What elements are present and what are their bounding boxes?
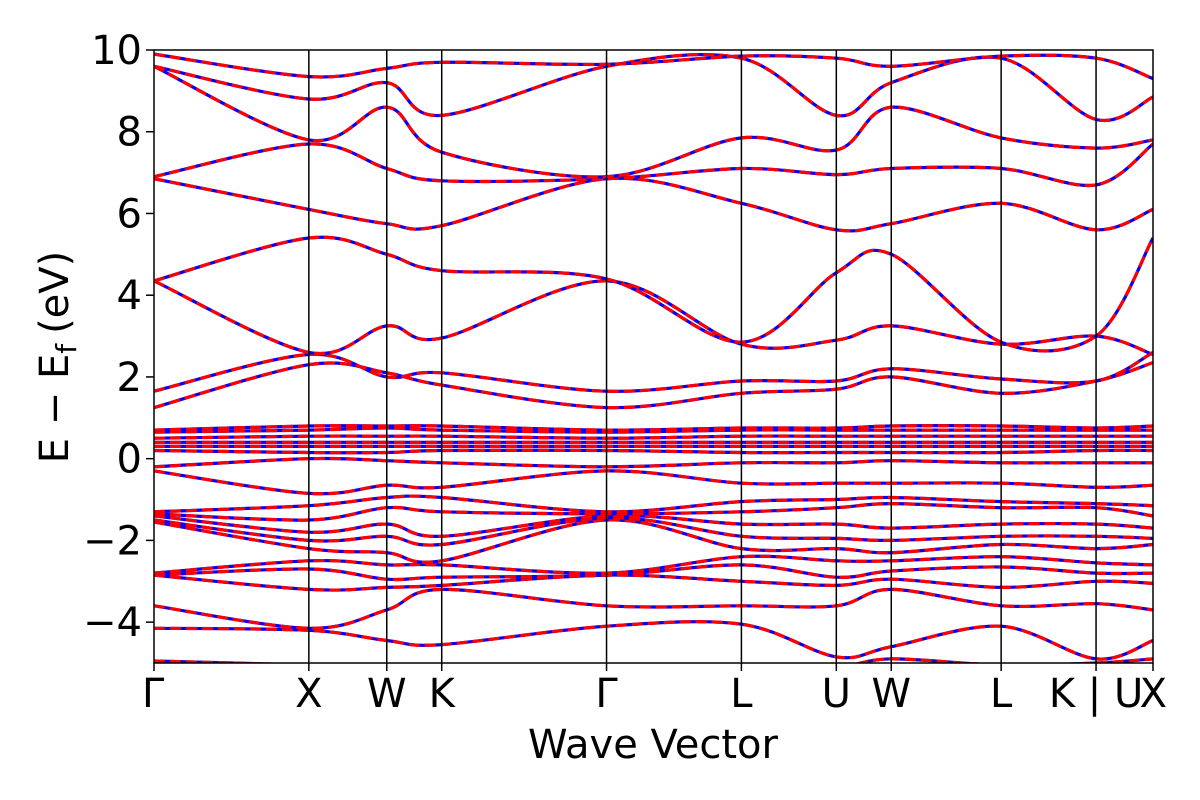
band-line-red [154, 64, 1153, 179]
x-tick-label: L [730, 671, 753, 717]
x-tick-label: K [429, 671, 457, 717]
x-tick-label: W [871, 671, 911, 717]
x-tick-label: U [822, 671, 851, 717]
x-tick-label: Γ [595, 671, 618, 717]
y-tick-label: 0 [117, 437, 142, 483]
x-tick-label: K | U [1049, 671, 1143, 717]
band-line-red [154, 434, 1153, 440]
y-axis-title-unit: (eV) [32, 251, 78, 334]
band-line-red [154, 620, 1153, 661]
band-line-red [154, 52, 1153, 123]
band-line-red [154, 516, 1153, 547]
y-tick-label: 10 [91, 28, 142, 74]
y-tick-label: 6 [117, 191, 142, 237]
band-line-red [154, 469, 1153, 496]
band-line-red [154, 587, 1153, 630]
band-line-red [154, 361, 1153, 410]
band-line-red [154, 513, 1153, 538]
y-tick-label: −4 [83, 600, 142, 646]
x-tick-label: Γ [142, 671, 165, 717]
band-line-red [154, 142, 1153, 188]
band-line-red [154, 573, 1153, 592]
x-tick-label: L [990, 671, 1013, 717]
plot-frame [153, 49, 1154, 664]
x-tick-label: X [295, 671, 322, 717]
band-line-red [154, 502, 1153, 522]
y-tick-label: −2 [83, 518, 142, 564]
y-axis-title-main: E − E [32, 354, 78, 464]
band-line-red [154, 448, 1153, 455]
x-tick-label: W [367, 671, 407, 717]
y-axis: 10 8 6 4 2 0 −2 −4 [83, 28, 154, 646]
band-line-red [154, 518, 1153, 564]
band-line-red [154, 494, 1153, 514]
y-tick-label: 8 [117, 110, 142, 156]
y-axis-title-subscript: f [50, 343, 83, 354]
band-line-red [154, 176, 1153, 233]
band-line-red [154, 563, 1153, 582]
band-line-red [154, 426, 1153, 434]
kpoint-lines [308, 50, 1097, 663]
band-line-red [154, 554, 1153, 575]
band-line-red [154, 424, 1153, 432]
x-tick-label: X [1140, 671, 1167, 717]
y-axis-title: E − Ef (eV) [32, 251, 83, 464]
y-tick-label: 2 [117, 355, 142, 401]
y-tick-label: 4 [117, 273, 142, 319]
band-line-red [154, 350, 1153, 393]
band-line-red [154, 456, 1153, 469]
x-axis-title: Wave Vector [528, 722, 779, 768]
band-line-red [154, 52, 1153, 81]
